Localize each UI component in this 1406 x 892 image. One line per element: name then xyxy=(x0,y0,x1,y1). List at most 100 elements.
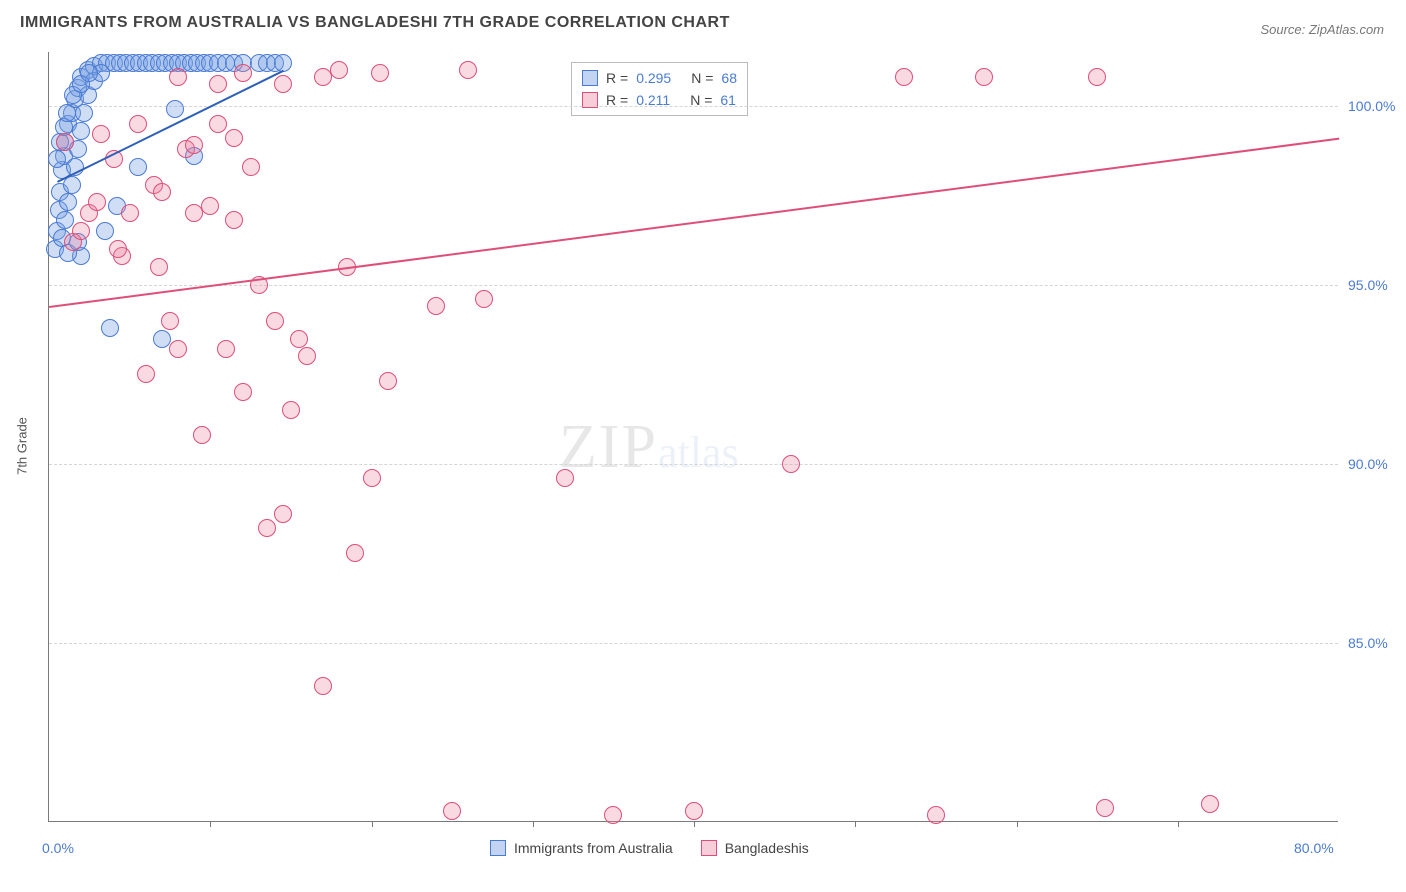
data-point xyxy=(101,319,119,337)
source-attribution: Source: ZipAtlas.com xyxy=(1260,22,1384,37)
gridline xyxy=(49,643,1338,644)
data-point xyxy=(290,330,308,348)
data-point xyxy=(92,125,110,143)
data-point xyxy=(1201,795,1219,813)
n-label: N = xyxy=(691,67,713,89)
data-point xyxy=(48,150,66,168)
data-point xyxy=(193,426,211,444)
data-point xyxy=(274,505,292,523)
x-tick xyxy=(1017,821,1018,827)
data-point xyxy=(975,68,993,86)
data-point xyxy=(80,64,98,82)
data-point xyxy=(166,100,184,118)
legend-swatch xyxy=(582,70,598,86)
data-point xyxy=(1088,68,1106,86)
watermark-zip: ZIP xyxy=(559,413,658,481)
data-point xyxy=(443,802,461,820)
legend-label: Bangladeshis xyxy=(725,840,809,856)
y-axis-label: 7th Grade xyxy=(15,417,30,475)
data-point xyxy=(556,469,574,487)
r-value: 0.295 xyxy=(636,67,671,89)
data-point xyxy=(56,211,74,229)
data-point xyxy=(72,122,90,140)
x-tick xyxy=(694,821,695,827)
y-tick-label: 90.0% xyxy=(1348,456,1388,472)
data-point xyxy=(258,519,276,537)
correlation-legend: R =0.295N =68R =0.211N =61 xyxy=(571,62,748,116)
n-value: 68 xyxy=(721,67,737,89)
data-point xyxy=(314,677,332,695)
x-tick xyxy=(533,821,534,827)
data-point xyxy=(129,158,147,176)
data-point xyxy=(927,806,945,824)
data-point xyxy=(895,68,913,86)
legend-item: Bangladeshis xyxy=(701,840,809,856)
x-tick xyxy=(855,821,856,827)
data-point xyxy=(109,240,127,258)
n-value: 61 xyxy=(720,89,736,111)
data-point xyxy=(169,340,187,358)
data-point xyxy=(225,129,243,147)
data-point xyxy=(371,64,389,82)
data-point xyxy=(58,104,76,122)
data-point xyxy=(153,330,171,348)
data-point xyxy=(782,455,800,473)
data-point xyxy=(169,68,187,86)
data-point xyxy=(685,802,703,820)
data-point xyxy=(475,290,493,308)
data-point xyxy=(209,115,227,133)
x-tick xyxy=(210,821,211,827)
legend-row: R =0.211N =61 xyxy=(582,89,737,111)
y-tick-label: 100.0% xyxy=(1348,98,1395,114)
data-point xyxy=(121,204,139,222)
data-point xyxy=(274,54,292,72)
series-legend: Immigrants from Australia Bangladeshis xyxy=(490,840,809,856)
x-axis-min-label: 0.0% xyxy=(42,840,74,856)
data-point xyxy=(1096,799,1114,817)
data-point xyxy=(209,75,227,93)
data-point xyxy=(217,340,235,358)
data-point xyxy=(234,64,252,82)
watermark: ZIPatlas xyxy=(559,412,739,483)
data-point xyxy=(459,61,477,79)
gridline xyxy=(49,285,1338,286)
data-point xyxy=(72,222,90,240)
data-point xyxy=(150,258,168,276)
data-point xyxy=(234,383,252,401)
watermark-atlas: atlas xyxy=(658,428,739,477)
gridline xyxy=(49,106,1338,107)
r-value: 0.211 xyxy=(636,89,670,111)
legend-swatch xyxy=(701,840,717,856)
data-point xyxy=(201,197,219,215)
data-point xyxy=(59,193,77,211)
legend-label: Immigrants from Australia xyxy=(514,840,673,856)
data-point xyxy=(298,347,316,365)
data-point xyxy=(346,544,364,562)
y-tick-label: 95.0% xyxy=(1348,277,1388,293)
data-point xyxy=(137,365,155,383)
data-point xyxy=(242,158,260,176)
data-point xyxy=(330,61,348,79)
data-point xyxy=(314,68,332,86)
data-point xyxy=(363,469,381,487)
data-point xyxy=(161,312,179,330)
y-tick-label: 85.0% xyxy=(1348,635,1388,651)
legend-swatch xyxy=(490,840,506,856)
data-point xyxy=(88,193,106,211)
n-label: N = xyxy=(690,89,712,111)
data-point xyxy=(56,133,74,151)
data-point xyxy=(274,75,292,93)
data-point xyxy=(379,372,397,390)
data-point xyxy=(282,401,300,419)
data-point xyxy=(129,115,147,133)
data-point xyxy=(266,312,284,330)
data-point xyxy=(75,104,93,122)
data-point xyxy=(153,183,171,201)
x-tick xyxy=(372,821,373,827)
gridline xyxy=(49,464,1338,465)
data-point xyxy=(427,297,445,315)
r-label: R = xyxy=(606,67,628,89)
data-point xyxy=(96,222,114,240)
data-point xyxy=(225,211,243,229)
legend-item: Immigrants from Australia xyxy=(490,840,673,856)
